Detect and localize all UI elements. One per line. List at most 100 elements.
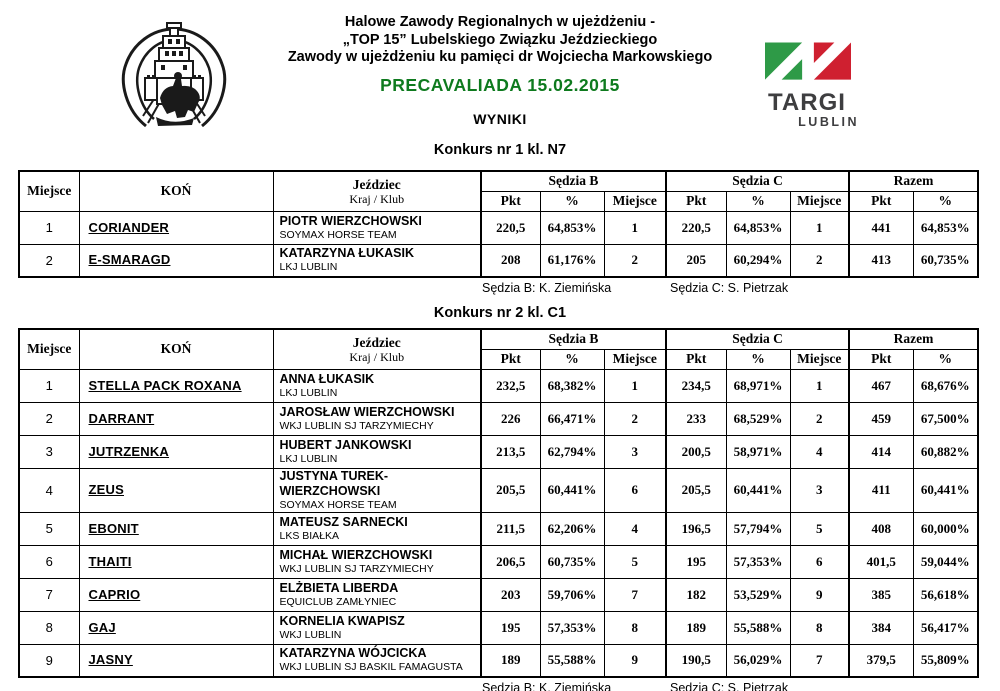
table-row: 1 CORIANDER PIOTR WIERZCHOWSKI SOYMAX HO… bbox=[18, 210, 979, 245]
targi-logo-city: LUBLIN bbox=[798, 115, 859, 129]
rider-name: JUSTYNA TUREK-WIERZCHOWSKI bbox=[279, 468, 389, 498]
table-row: 4 ZEUS JUSTYNA TUREK-WIERZCHOWSKI SOYMAX… bbox=[18, 467, 979, 513]
group-header-sedzia-b: Sędzia B bbox=[480, 328, 667, 350]
equestrian-club-logo bbox=[116, 20, 232, 141]
total-percent-cell: 55,809% bbox=[912, 643, 979, 678]
judge-b-points-cell: 203 bbox=[480, 577, 541, 612]
horse-name: THAITI bbox=[88, 553, 132, 569]
total-points-cell: 467 bbox=[848, 368, 914, 403]
judge-b-name: Sędzia B: K. Ziemińska bbox=[482, 281, 612, 295]
judge-b-place-cell: 1 bbox=[603, 368, 667, 403]
place-cell: 1 bbox=[18, 368, 80, 403]
sub-header-pkt: Pkt bbox=[665, 348, 727, 370]
title-line-1: Halowe Zawody Regionalnych w ujeżdżeniu … bbox=[344, 14, 656, 30]
judge-b-place-cell: 8 bbox=[603, 610, 667, 645]
place-cell: 9 bbox=[18, 643, 80, 678]
rider-cell: KATARZYNA WÓJCICKA WKJ LUBLIN SJ BASKIL … bbox=[272, 643, 482, 678]
judge-b-points-cell: 189 bbox=[480, 643, 541, 678]
horseshoe-castle-icon bbox=[121, 22, 227, 128]
table-row: 2 DARRANT JAROSŁAW WIERZCHOWSKI WKJ LUBL… bbox=[18, 401, 979, 436]
rider-name: MICHAŁ WIERZCHOWSKI bbox=[279, 547, 433, 562]
judge-c-points-cell: 200,5 bbox=[665, 434, 727, 469]
club-name: LKS BIAŁKA bbox=[279, 529, 340, 542]
judge-b-points-cell: 208 bbox=[480, 243, 541, 278]
rider-cell: ANNA ŁUKASIK LKJ LUBLIN bbox=[272, 368, 482, 403]
sub-header-pkt: Pkt bbox=[480, 190, 541, 212]
sub-header-pct: % bbox=[539, 190, 605, 212]
club-name: LKJ LUBLIN bbox=[279, 261, 338, 274]
sub-header-miejsce: Miejsce bbox=[789, 348, 850, 370]
judge-b-points-cell: 226 bbox=[480, 401, 541, 436]
competition-1-title: Konkurs nr 1 kl. N7 bbox=[433, 142, 567, 158]
judge-c-place-cell: 2 bbox=[789, 243, 850, 278]
sub-header-miejsce: Miejsce bbox=[789, 190, 850, 212]
judge-b-place-cell: 4 bbox=[603, 511, 667, 546]
total-points-cell: 441 bbox=[848, 210, 914, 245]
judge-b-place-cell: 5 bbox=[603, 544, 667, 579]
table-body: 1 CORIANDER PIOTR WIERZCHOWSKI SOYMAX HO… bbox=[18, 210, 979, 278]
judge-b-place-cell: 9 bbox=[603, 643, 667, 678]
club-name: LKJ LUBLIN bbox=[279, 452, 338, 465]
horse-cell: STELLA PACK ROXANA bbox=[78, 368, 274, 403]
rider-cell: JUSTYNA TUREK-WIERZCHOWSKI SOYMAX HORSE … bbox=[272, 467, 482, 513]
judge-b-points-cell: 195 bbox=[480, 610, 541, 645]
group-header-sedzia-c: Sędzia C bbox=[664, 170, 850, 192]
table-row: 9 JASNY KATARZYNA WÓJCICKA WKJ LUBLIN SJ… bbox=[18, 643, 979, 678]
judge-b-place-cell: 2 bbox=[603, 243, 667, 278]
club-name: WKJ LUBLIN SJ BASKIL FAMAGUSTA bbox=[279, 661, 463, 674]
total-points-cell: 401,5 bbox=[848, 544, 914, 579]
sub-header-pct: % bbox=[912, 348, 979, 370]
sub-header-pct: % bbox=[539, 348, 605, 370]
judge-c-points-cell: 196,5 bbox=[665, 511, 727, 546]
results-table-2: Miejsce KOŃ Jeździec Kraj / Klub Sędzia … bbox=[18, 328, 980, 678]
judge-c-place-cell: 3 bbox=[789, 467, 850, 513]
judge-c-name: Sędzia C: S. Pietrzak bbox=[670, 281, 789, 295]
targi-lublin-logo: TARGI LUBLIN bbox=[752, 42, 862, 129]
judge-c-place-cell: 4 bbox=[789, 434, 850, 469]
judge-b-percent-cell: 68,382% bbox=[539, 368, 605, 403]
judge-b-name: Sędzia B: K. Ziemińska bbox=[482, 681, 612, 691]
event-titles: Halowe Zawody Regionalnych w ujeżdżeniu … bbox=[0, 14, 1000, 127]
total-percent-cell: 56,618% bbox=[912, 577, 979, 612]
total-points-cell: 379,5 bbox=[848, 643, 914, 678]
rider-cell: KATARZYNA ŁUKASIK LKJ LUBLIN bbox=[272, 243, 482, 278]
judge-b-points-cell: 213,5 bbox=[480, 434, 541, 469]
targi-logo-text: TARGI bbox=[768, 89, 846, 116]
total-percent-cell: 60,441% bbox=[912, 467, 979, 513]
total-percent-cell: 59,044% bbox=[912, 544, 979, 579]
judge-b-percent-cell: 57,353% bbox=[539, 610, 605, 645]
place-cell: 1 bbox=[18, 210, 80, 245]
competition-2-title: Konkurs nr 2 kl. C1 bbox=[433, 305, 567, 321]
rider-name: PIOTR WIERZCHOWSKI bbox=[279, 213, 422, 228]
rider-cell: HUBERT JANKOWSKI LKJ LUBLIN bbox=[272, 434, 482, 469]
table-row: 5 EBONIT MATEUSZ SARNECKI LKS BIAŁKA 211… bbox=[18, 511, 979, 546]
horse-cell: EBONIT bbox=[78, 511, 274, 546]
place-cell: 2 bbox=[18, 401, 80, 436]
sub-header-miejsce: Miejsce bbox=[603, 190, 667, 212]
judge-b-place-cell: 1 bbox=[603, 210, 667, 245]
judge-c-points-cell: 234,5 bbox=[665, 368, 727, 403]
total-percent-cell: 56,417% bbox=[912, 610, 979, 645]
horse-name: CAPRIO bbox=[88, 586, 141, 602]
horse-cell: CORIANDER bbox=[78, 210, 274, 245]
col-header-miejsce: Miejsce bbox=[18, 328, 80, 370]
club-name: SOYMAX HORSE TEAM bbox=[279, 498, 397, 511]
judge-b-points-cell: 232,5 bbox=[480, 368, 541, 403]
judge-b-percent-cell: 66,471% bbox=[539, 401, 605, 436]
title-line-2: „TOP 15” Lubelskiego Związku Jeździeckie… bbox=[342, 31, 658, 48]
judge-c-points-cell: 190,5 bbox=[665, 643, 727, 678]
rider-name: JAROSŁAW WIERZCHOWSKI bbox=[279, 404, 455, 419]
competition-2-section: Konkurs nr 2 kl. C1 Miejsce KOŃ Jeździec… bbox=[0, 305, 1000, 691]
event-name: PRECAVALIADA 15.02.2015 bbox=[380, 74, 620, 95]
sub-header-pkt: Pkt bbox=[848, 348, 914, 370]
judge-c-points-cell: 182 bbox=[665, 577, 727, 612]
horse-name: JUTRZENKA bbox=[88, 443, 170, 459]
judge-b-percent-cell: 62,794% bbox=[539, 434, 605, 469]
total-percent-cell: 68,676% bbox=[912, 368, 979, 403]
col-header-jezdziec: Jeździec Kraj / Klub bbox=[272, 328, 482, 370]
judge-c-percent-cell: 68,971% bbox=[725, 368, 791, 403]
rider-cell: MATEUSZ SARNECKI LKS BIAŁKA bbox=[272, 511, 482, 546]
judge-c-percent-cell: 57,353% bbox=[725, 544, 791, 579]
horse-cell: JASNY bbox=[78, 643, 274, 678]
